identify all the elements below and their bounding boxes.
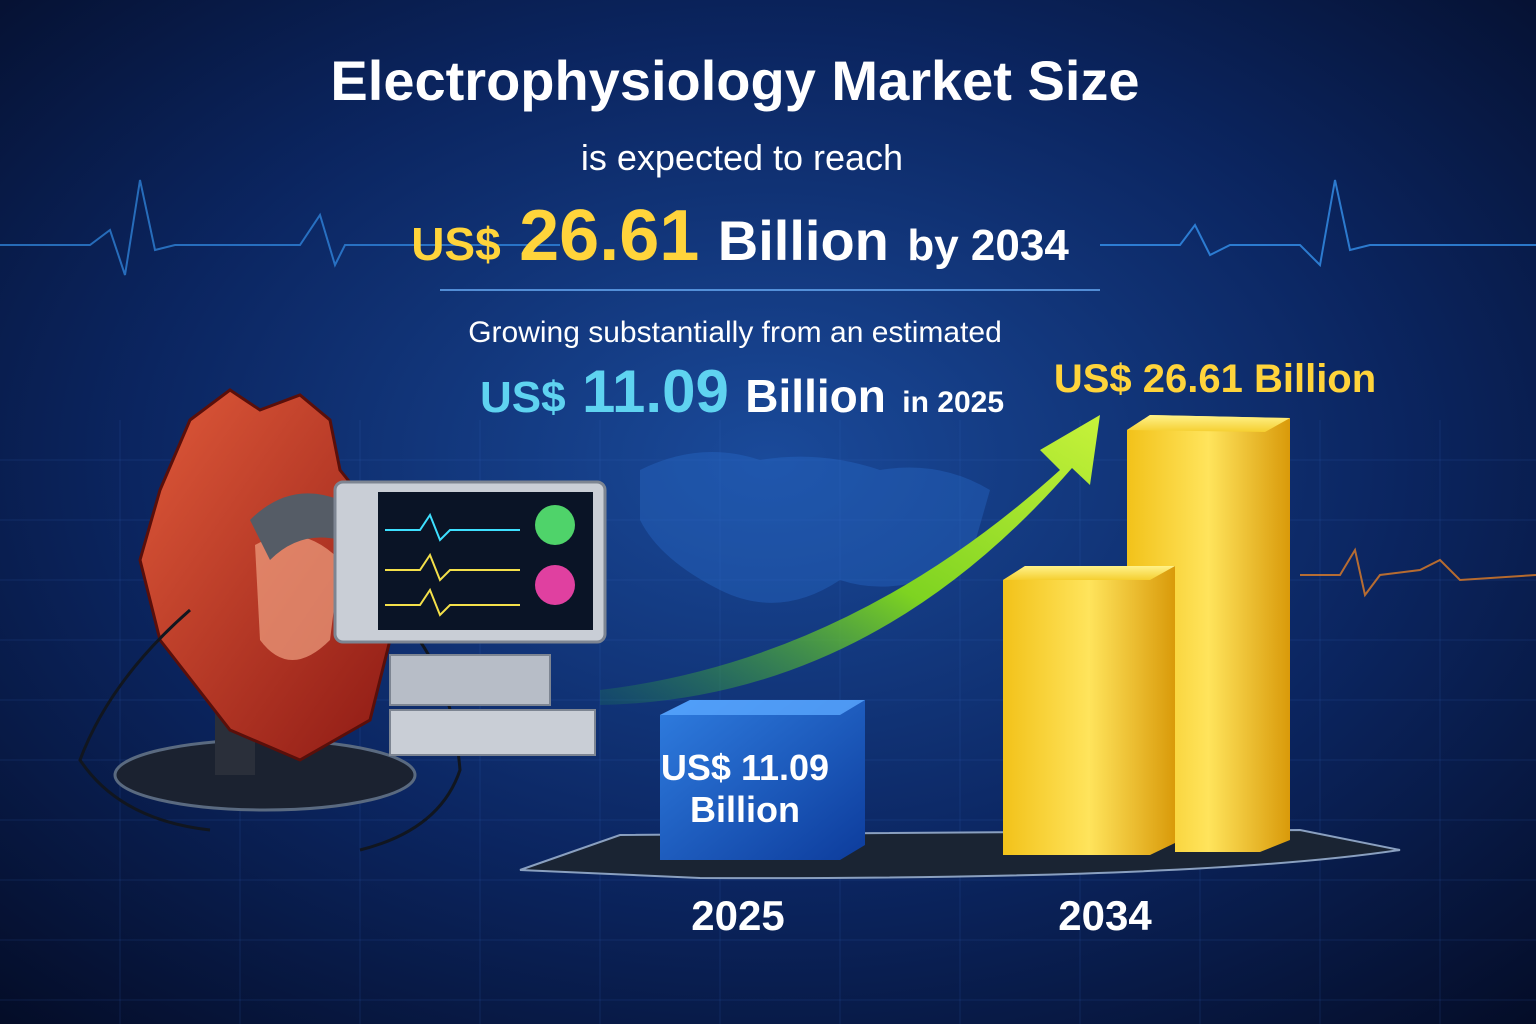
base-line: US$ 11.09 Billion in 2025 [480,358,1004,425]
monitor-map [535,565,575,605]
bar-label: US$ 26.61 Billion [1054,357,1376,401]
bar-label-unit: Billion [690,789,800,830]
headline-currency: US$ [411,218,500,270]
base-currency: US$ [480,373,566,422]
year-label: 2025 [691,892,784,939]
device-unit [389,654,551,706]
base-value: 11.09 [582,358,729,425]
headline: US$ 26.61 Billion by 2034 [411,196,1069,276]
bar-2025 [660,700,865,860]
monitor-trace [385,587,520,617]
bar-2025-top [660,700,865,715]
heart-vessel [250,493,340,560]
title: Electrophysiology Market Size [330,49,1139,112]
ecg-line [1300,547,1536,598]
ecg-line [1100,179,1536,268]
headline-suffix: by 2034 [907,221,1069,270]
bar-2034-top [1127,415,1290,432]
monitor-trace [385,552,520,582]
base-suffix: in 2025 [902,386,1004,419]
bar-label: US$ 11.09 [661,747,829,788]
bar-2034-top [1003,566,1175,580]
growth-text: Growing substantially from an estimated [468,316,1002,349]
base-unit: Billion [745,370,886,422]
bar-2034 [1003,566,1175,855]
ecg-line [0,179,560,276]
subtitle: is expected to reach [581,137,903,178]
headline-unit: Billion [718,209,889,272]
bar-2034 [1127,415,1290,852]
monitor-map [535,505,575,545]
monitor-trace [385,512,520,542]
headline-value: 26.61 [519,196,699,276]
device-unit [389,709,596,756]
world-map [640,452,990,603]
heart-stand [113,738,417,812]
year-label: 2034 [1058,892,1152,939]
heart-detail [255,535,340,660]
